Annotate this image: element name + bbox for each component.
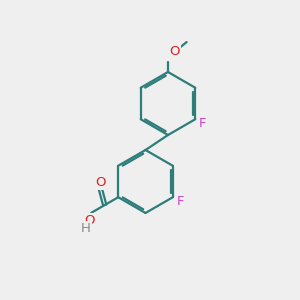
Text: O: O [95,176,106,189]
Text: F: F [176,195,184,208]
Text: F: F [199,117,206,130]
Text: O: O [85,214,95,227]
Text: O: O [169,46,180,59]
Text: H: H [81,222,91,235]
